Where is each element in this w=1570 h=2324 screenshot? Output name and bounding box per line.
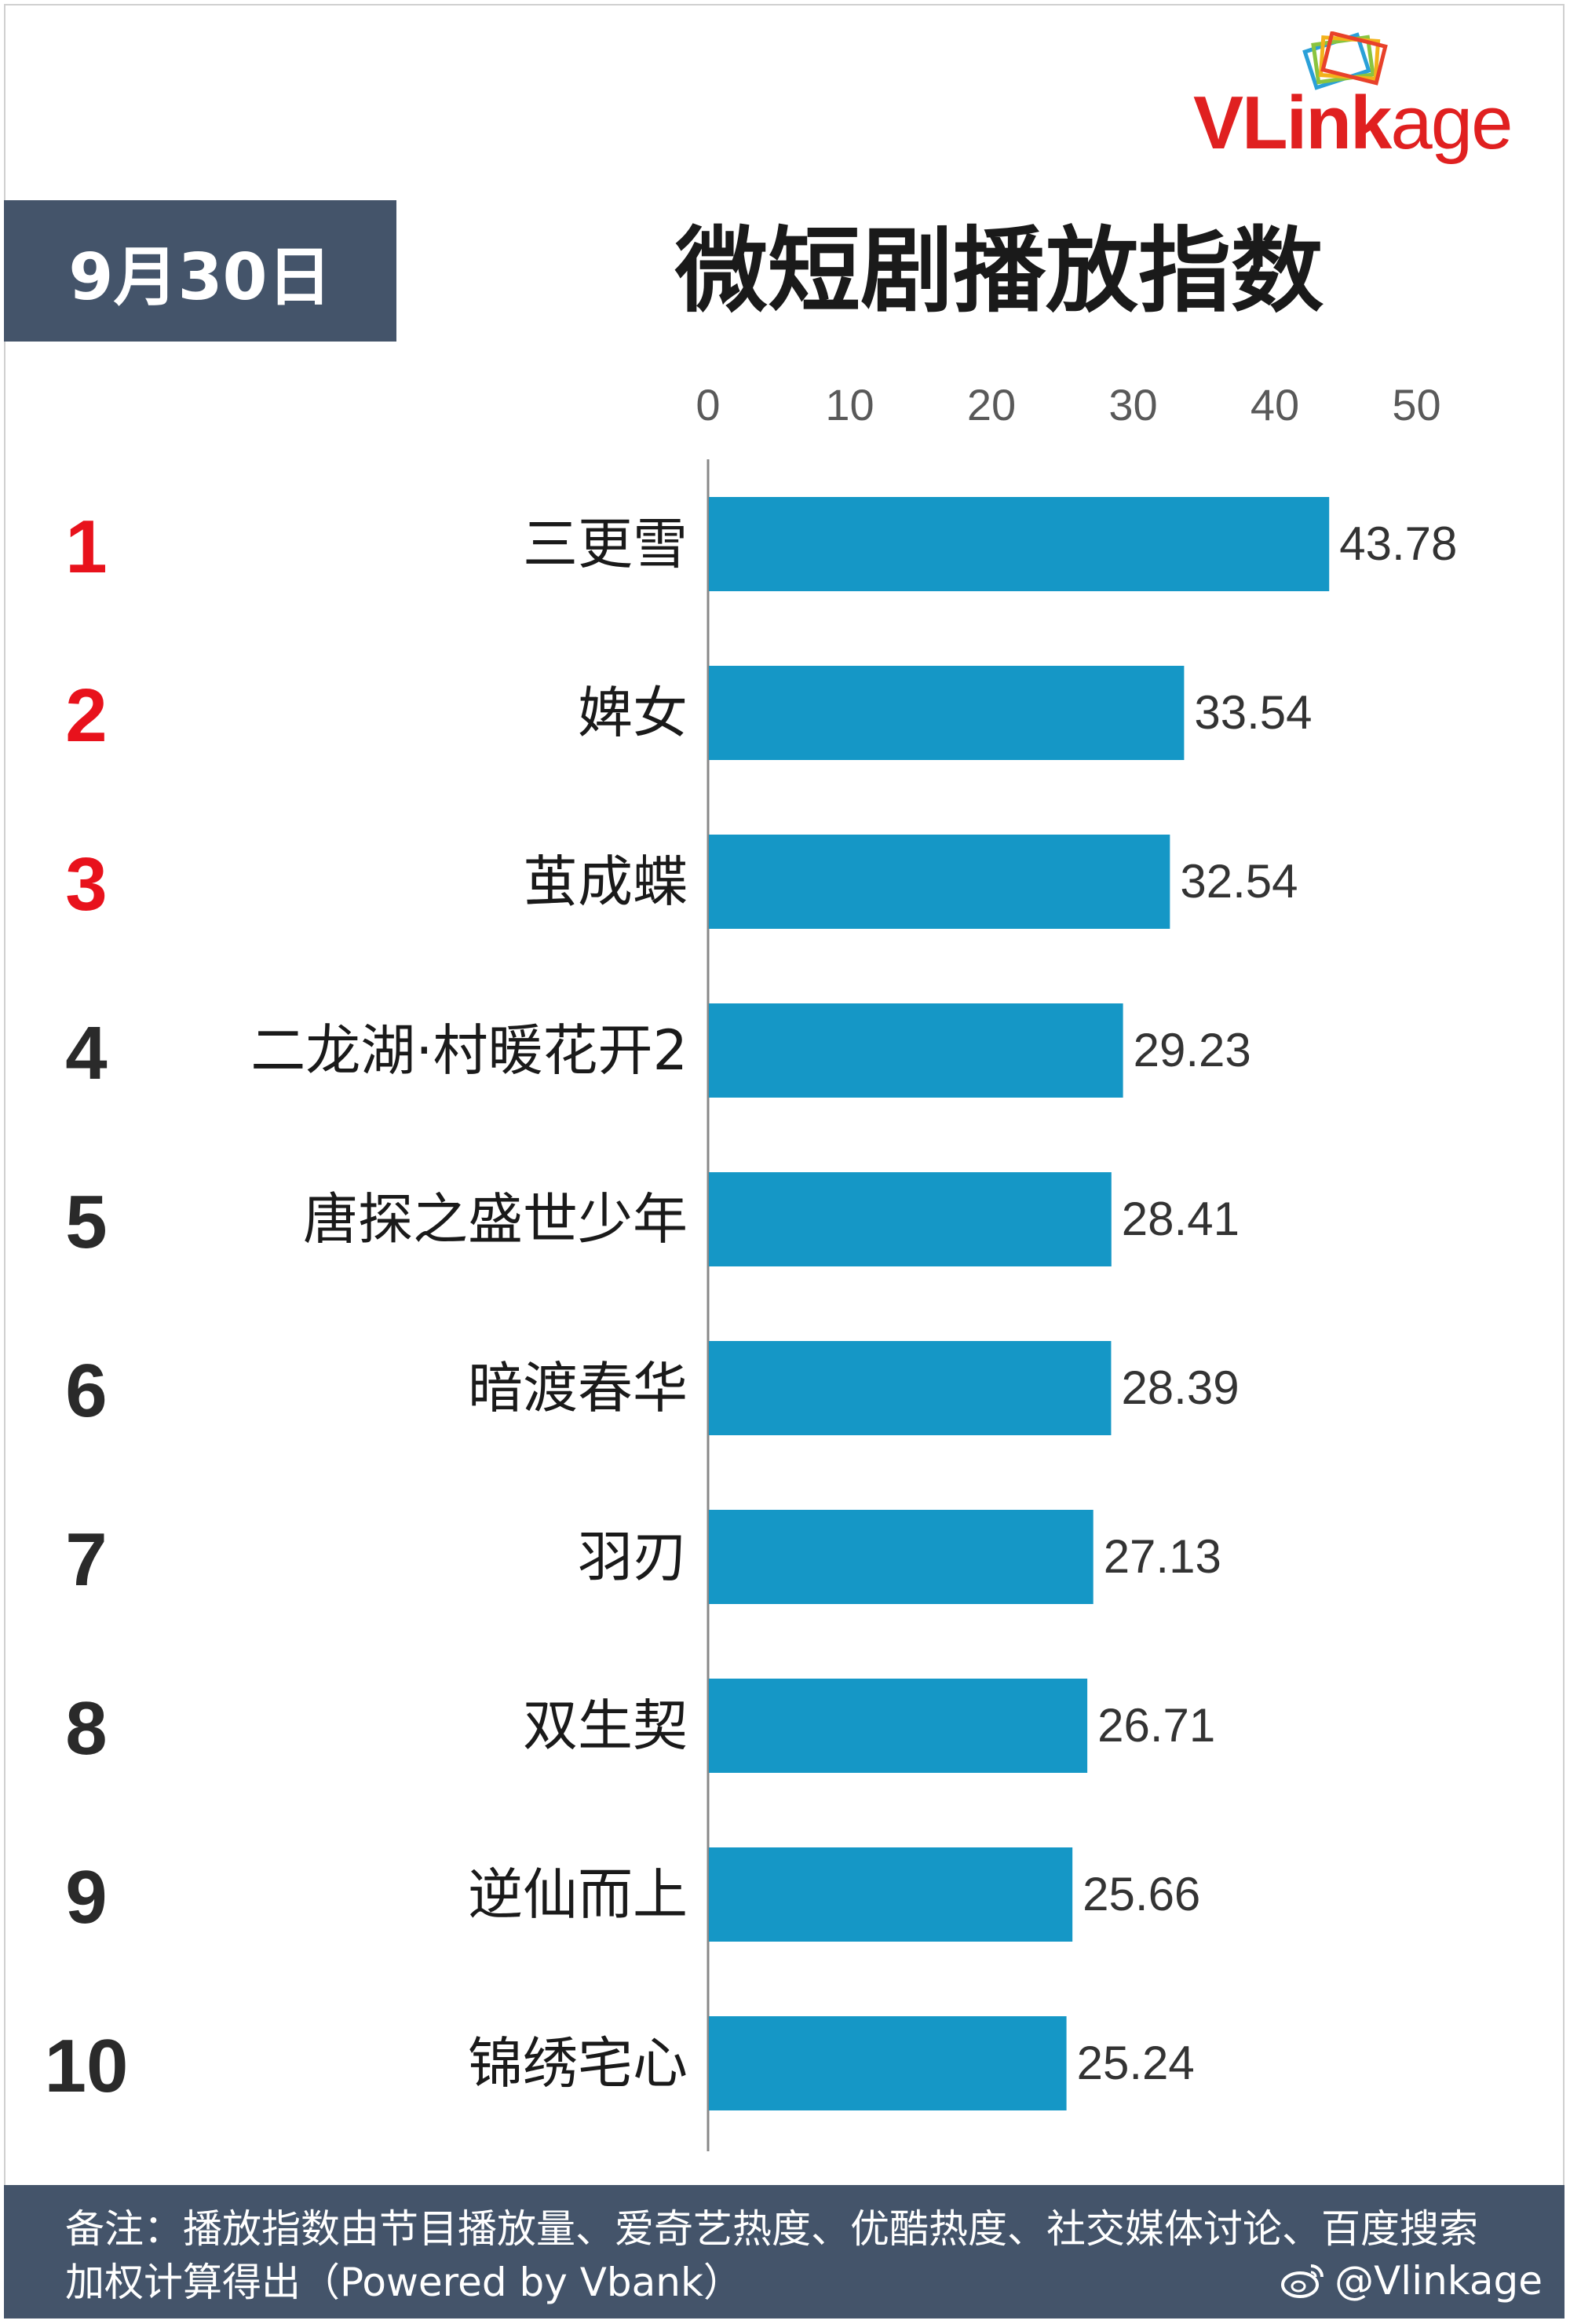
rank-number: 2 <box>65 674 107 758</box>
rank-number: 6 <box>65 1349 107 1433</box>
bar <box>709 2016 1067 2110</box>
bar-value-label: 25.24 <box>1077 2037 1195 2089</box>
x-tick-label: 50 <box>1392 380 1440 429</box>
x-tick-label: 20 <box>967 380 1016 429</box>
bar-value-label: 33.54 <box>1194 686 1312 739</box>
date-label: 9月30日 <box>68 239 332 315</box>
bar <box>709 497 1330 591</box>
bar <box>709 1172 1112 1266</box>
bar <box>709 1003 1123 1098</box>
rank-number: 10 <box>45 2024 129 2108</box>
bar-value-label: 28.41 <box>1122 1193 1240 1245</box>
weibo-icon <box>1281 2264 1324 2298</box>
weibo-handle-text: @Vlinkage <box>1334 2258 1543 2304</box>
rank-number: 1 <box>65 505 107 589</box>
chart-title: 微短剧播放指数 <box>675 217 1324 325</box>
category-label: 唐探之盛世少年 <box>303 1187 688 1252</box>
category-label: 锦绣宅心 <box>468 2031 688 2096</box>
weibo-handle[interactable]: @Vlinkage <box>1280 2254 1543 2308</box>
category-label: 茧成蝶 <box>523 850 688 914</box>
logo-wordmark: VLinkage <box>1193 81 1513 165</box>
category-label: 羽刃 <box>578 1525 688 1589</box>
bar-value-label: 43.78 <box>1339 517 1457 570</box>
x-tick-label: 40 <box>1251 380 1299 429</box>
bar-value-label: 27.13 <box>1104 1530 1221 1583</box>
bar-value-label: 25.66 <box>1083 1868 1200 1920</box>
bar <box>709 1847 1073 1942</box>
category-label: 逆仙而上 <box>468 1862 688 1927</box>
bar <box>709 666 1185 760</box>
x-tick-label: 0 <box>696 380 720 429</box>
footer-note: 备注：播放指数由节目播放量、爱奇艺热度、优酷热度、社交媒体讨论、百度搜索加权计算… <box>65 2206 1478 2305</box>
rank-number: 8 <box>65 1686 107 1770</box>
x-tick-label: 30 <box>1108 380 1157 429</box>
vlinkage-logo: VLinkage <box>1193 31 1554 173</box>
bar-value-label: 28.39 <box>1121 1361 1239 1414</box>
bar-value-label: 32.54 <box>1180 855 1298 908</box>
bar-value-label: 26.71 <box>1097 1699 1215 1752</box>
category-label: 婢女 <box>578 681 688 745</box>
date-badge: 9月30日 <box>4 200 396 342</box>
category-label: 暗渡春华 <box>468 1356 688 1420</box>
rank-number: 7 <box>65 1518 107 1602</box>
bar-chart: 0 10 20 30 40 50 43.78 三更雪 1 33.54 婢女 2 32.54 茧成蝶 3 29.… <box>45 380 1457 2151</box>
bar <box>709 1510 1094 1604</box>
logo-frames-icon <box>1302 31 1388 90</box>
category-label: 三更雪 <box>523 512 688 576</box>
footer-panel: 备注：播放指数由节目播放量、爱奇艺热度、优酷热度、社交媒体讨论、百度搜索加权计算… <box>4 2185 1565 2319</box>
bar <box>709 835 1170 929</box>
category-label: 二龙湖·村暖花开2 <box>250 1018 688 1083</box>
rank-number: 9 <box>65 1855 107 1939</box>
rank-number: 4 <box>65 1011 107 1095</box>
x-tick-label: 10 <box>825 380 874 429</box>
category-label: 双生契 <box>523 1694 688 1758</box>
rank-number: 3 <box>65 842 107 926</box>
bar-value-label: 29.23 <box>1134 1024 1251 1076</box>
rank-number: 5 <box>65 1180 107 1264</box>
bar <box>709 1341 1112 1435</box>
bar <box>709 1679 1088 1773</box>
